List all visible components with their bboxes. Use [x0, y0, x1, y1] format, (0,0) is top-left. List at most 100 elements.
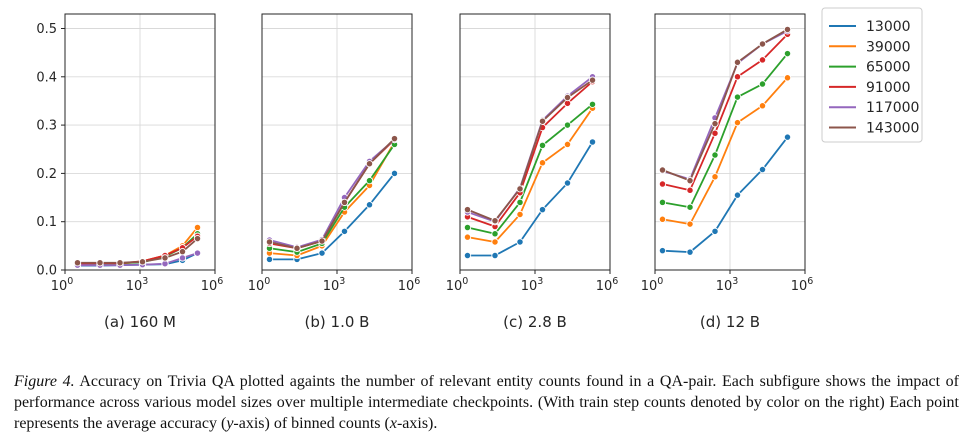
x-tick-label: 106	[398, 276, 421, 294]
panel-d: 100 103 106 (d) 12 B	[641, 13, 814, 331]
data-point-13000	[711, 227, 719, 236]
data-point-143000	[293, 244, 301, 252]
series-line-91000	[467, 80, 594, 228]
series-line-13000	[662, 136, 789, 254]
data-point-117000	[193, 249, 202, 257]
x-tick-label: 103	[716, 276, 739, 294]
data-point-39000	[686, 220, 694, 228]
data-point-143000	[463, 205, 472, 214]
data-point-13000	[365, 201, 374, 209]
x-tick-label: 103	[521, 276, 544, 294]
data-point-143000	[686, 176, 694, 185]
legend-box	[821, 7, 923, 143]
x-tick-label: 106	[791, 276, 814, 294]
data-point-143000	[390, 134, 399, 143]
x-tick-label: 103	[126, 276, 149, 294]
data-point-13000	[783, 133, 792, 141]
caption-y-var: y	[226, 415, 234, 432]
data-point-13000	[318, 249, 326, 257]
data-point-39000	[658, 215, 667, 223]
data-point-39000	[758, 102, 767, 110]
legend-label-143000: 143000	[866, 121, 919, 137]
data-point-13000	[563, 179, 572, 187]
caption-x-var: x	[389, 415, 397, 432]
data-point-39000	[516, 210, 524, 219]
data-point-65000	[783, 49, 792, 58]
data-point-143000	[340, 198, 349, 207]
series-line-13000	[467, 141, 594, 257]
series-line-91000	[662, 33, 789, 192]
data-point-65000	[758, 80, 767, 88]
data-point-91000	[758, 56, 767, 64]
x-tick-label: 106	[201, 276, 224, 294]
data-point-143000	[318, 237, 326, 245]
data-point-143000	[658, 166, 667, 174]
series-line-117000	[269, 138, 396, 249]
data-point-65000	[658, 198, 667, 207]
data-point-143000	[161, 254, 169, 262]
data-point-65000	[463, 223, 472, 232]
data-point-91000	[658, 180, 667, 188]
data-point-143000	[73, 259, 82, 267]
x-tick-label: 100	[446, 276, 469, 294]
data-point-65000	[711, 151, 719, 159]
data-point-117000	[178, 254, 187, 262]
data-point-13000	[758, 165, 767, 174]
data-point-143000	[138, 258, 147, 266]
data-point-65000	[563, 121, 572, 129]
data-point-39000	[733, 119, 742, 127]
data-point-39000	[463, 233, 472, 241]
data-point-13000	[516, 238, 524, 246]
series-line-13000	[269, 172, 396, 261]
y-tick-label: 0.1	[36, 215, 57, 230]
data-point-143000	[365, 160, 374, 168]
data-point-143000	[711, 119, 719, 128]
series-line-39000	[467, 107, 594, 243]
data-point-39000	[491, 238, 499, 246]
data-point-13000	[265, 255, 274, 264]
data-point-143000	[588, 76, 597, 84]
data-point-65000	[491, 230, 499, 238]
data-point-143000	[491, 217, 499, 225]
data-point-65000	[588, 100, 597, 108]
series-line-39000	[662, 77, 789, 226]
data-point-13000	[390, 169, 399, 178]
x-tick-label: 100	[641, 276, 664, 294]
panel-label: (d) 12 B	[700, 313, 760, 331]
data-point-91000	[733, 73, 742, 81]
data-point-143000	[733, 58, 742, 66]
y-tick-label: 0.4	[36, 70, 57, 85]
legend: 13000 39000 65000 91000 117000 143000	[821, 7, 923, 143]
series-line-65000	[269, 143, 396, 254]
data-point-13000	[538, 205, 547, 214]
data-point-143000	[178, 247, 187, 256]
data-point-39000	[783, 74, 792, 82]
data-point-143000	[783, 25, 792, 34]
data-point-143000	[193, 234, 202, 243]
y-tick-label: 0.3	[36, 119, 57, 134]
caption-label: Figure 4.	[14, 373, 75, 390]
y-tick-label: 0.5	[36, 22, 57, 37]
legend-label-91000: 91000	[866, 80, 911, 96]
x-tick-label: 106	[596, 276, 619, 294]
panel-label: (b) 1.0 B	[305, 313, 370, 331]
panel-label: (a) 160 M	[104, 313, 176, 331]
series-line-143000	[467, 79, 594, 222]
data-point-13000	[686, 248, 694, 256]
data-point-91000	[686, 186, 694, 194]
data-point-65000	[733, 93, 742, 101]
data-point-39000	[538, 159, 547, 167]
caption-text-1: Accuracy on Trivia QA plotted againts th…	[14, 373, 960, 432]
panel-c: 100 103 106 (c) 2.8 B	[446, 13, 619, 331]
x-tick-label: 100	[248, 276, 271, 294]
x-tick-label: 103	[323, 276, 346, 294]
legend-label-65000: 65000	[866, 60, 911, 76]
caption-text-3: -axis).	[396, 415, 438, 432]
data-point-143000	[265, 238, 274, 246]
caption-text-2: -axis) of binned counts (	[233, 415, 390, 432]
legend-label-13000: 13000	[866, 19, 911, 35]
series-line-65000	[662, 53, 789, 209]
data-point-13000	[733, 191, 742, 199]
data-point-143000	[116, 259, 124, 267]
